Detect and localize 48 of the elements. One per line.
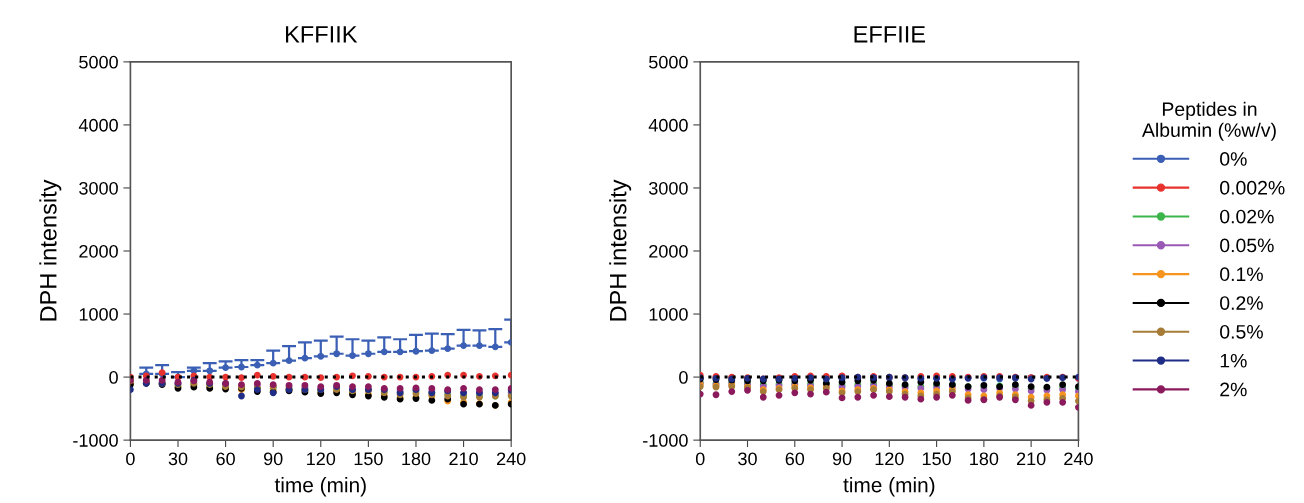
y-tick-label: 3000 — [79, 181, 118, 195]
y-tick-label: 4000 — [648, 118, 688, 132]
legend-label: 0% — [1220, 152, 1247, 166]
y-tick-label: 2000 — [79, 244, 118, 258]
legend-label: 0.02% — [1220, 209, 1274, 224]
legend-title: Peptides in Albumin (%w/v) — [1141, 101, 1276, 141]
legend-label: 0.05% — [1220, 238, 1274, 253]
x-tick-label: 30 — [168, 452, 188, 466]
x-tick-label: 0 — [695, 452, 705, 466]
y-tick-label: 3000 — [648, 181, 688, 195]
y-tick-label: 1000 — [649, 307, 688, 321]
x-tick-label: 240 — [497, 452, 526, 466]
y-tick-label: 2000 — [649, 244, 688, 258]
legend-label: 0.002% — [1220, 180, 1285, 195]
chart-title: KFFIIK — [285, 26, 358, 43]
x-axis-title: time (min) — [843, 477, 935, 497]
legend-label: 0.5% — [1220, 324, 1263, 339]
y-tick-label: 1000 — [79, 307, 118, 321]
x-axis-title: time (min) — [274, 477, 366, 497]
y-tick-label: 4000 — [78, 118, 118, 132]
x-tick-label: 60 — [785, 452, 805, 466]
x-tick-label: 180 — [970, 452, 999, 466]
legend-label: 0.1% — [1220, 267, 1263, 282]
x-tick-label: 240 — [1064, 452, 1093, 466]
y-tick-label: -1000 — [643, 434, 688, 447]
x-tick-label: 150 — [354, 452, 383, 466]
legend-label: 1% — [1220, 353, 1247, 368]
x-tick-label: 60 — [216, 452, 235, 466]
chart-title: EFFIIE — [854, 26, 926, 43]
x-tick-label: 210 — [1016, 452, 1046, 466]
y-tick-label: 0 — [109, 371, 118, 384]
x-tick-label: 0 — [126, 452, 135, 466]
x-tick-label: 120 — [307, 452, 336, 466]
y-tick-label: 5000 — [649, 55, 688, 69]
y-tick-label: 5000 — [79, 55, 118, 69]
x-tick-label: 90 — [832, 452, 852, 466]
y-tick-label: -1000 — [73, 434, 118, 447]
x-tick-label: 120 — [875, 452, 904, 466]
y-axis-title: DPH intensity — [609, 179, 632, 321]
y-tick-label: 0 — [679, 371, 688, 384]
y-axis-title: DPH intensity — [39, 179, 62, 321]
x-tick-label: 30 — [738, 452, 757, 466]
x-tick-label: 90 — [263, 452, 283, 466]
legend-label: 2% — [1220, 382, 1247, 397]
x-tick-label: 150 — [922, 452, 951, 466]
x-tick-label: 210 — [449, 452, 478, 466]
x-tick-label: 180 — [402, 452, 431, 466]
legend-label: 0.2% — [1220, 296, 1263, 310]
